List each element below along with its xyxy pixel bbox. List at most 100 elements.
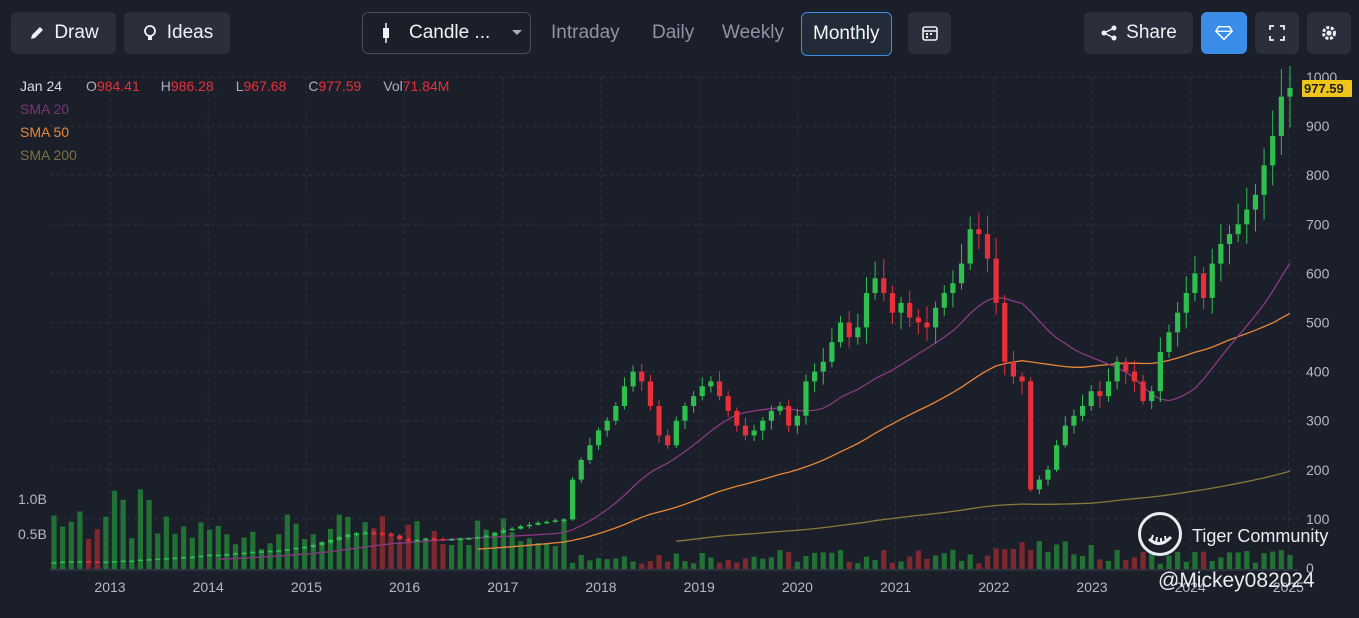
candle-body [457, 538, 463, 541]
volume-bar [414, 521, 420, 569]
volume-bar [1045, 551, 1051, 569]
low-value: 967.68 [243, 78, 287, 94]
candle-body [250, 551, 256, 554]
open-value: 984.41 [96, 78, 140, 94]
candle-body [215, 554, 221, 557]
volume-bar [1019, 542, 1025, 569]
candle-body [1019, 376, 1025, 382]
calendar-button[interactable] [908, 12, 951, 54]
candle-body [319, 542, 325, 545]
candle-body [1192, 273, 1198, 294]
bar-date: Jan 24 [20, 78, 63, 94]
candle-body [241, 552, 247, 555]
candle-body [224, 554, 230, 556]
candle-body [872, 278, 878, 294]
x-tick-label: 2023 [1076, 579, 1107, 595]
volume-bar [1235, 552, 1241, 569]
volume-bar [924, 558, 930, 569]
volume-bar [284, 514, 290, 569]
draw-button[interactable]: Draw [11, 12, 116, 54]
volume-bar [1105, 560, 1112, 569]
volume-bar [803, 556, 809, 569]
candle-body [889, 293, 895, 313]
candle-body [760, 420, 766, 431]
candle-body [587, 445, 593, 460]
volume-bar [146, 500, 152, 569]
fullscreen-button[interactable] [1255, 12, 1299, 54]
volume-bar [1123, 559, 1129, 569]
volume-bar [561, 520, 567, 569]
x-tick-label: 2022 [978, 579, 1009, 595]
candle-body [163, 558, 169, 560]
candle-body [1105, 381, 1112, 397]
settings-button[interactable] [1307, 12, 1351, 54]
y-tick-label: 800 [1306, 167, 1330, 183]
candle-body [595, 430, 602, 446]
candle-body [371, 532, 377, 535]
ohlc-legend: Jan 24 O 984.41 H 986.28 L 967.68 C 977.… [20, 78, 449, 163]
candle-body [1123, 361, 1129, 372]
candle-body [1235, 224, 1241, 235]
volume-bar [137, 489, 144, 569]
volume-bar [77, 511, 83, 569]
candle-body [440, 539, 446, 541]
candle-body [431, 538, 437, 541]
x-tick-label: 2014 [193, 579, 224, 595]
candle-body [1287, 88, 1293, 97]
volume-bar [319, 541, 325, 569]
candle-body [1114, 361, 1120, 382]
candle-body [526, 524, 532, 527]
fullscreen-icon [1268, 24, 1286, 42]
candle-body [552, 520, 558, 522]
volume-bar [449, 544, 455, 569]
share-button[interactable]: Share [1084, 12, 1193, 54]
period-intraday[interactable]: Intraday [551, 22, 620, 43]
candle-body [1149, 391, 1155, 402]
candle-body [103, 561, 109, 564]
x-tick-label: 2013 [94, 579, 125, 595]
volume-bar [181, 526, 187, 569]
period-daily[interactable]: Daily [652, 22, 695, 43]
volume-bar [734, 562, 740, 569]
open-label: O [86, 78, 97, 94]
volume-bar [993, 548, 999, 569]
ideas-button[interactable]: Ideas [124, 12, 230, 54]
volume-bar [457, 538, 463, 569]
chart-type-select[interactable]: Candle ... [362, 12, 531, 54]
candle-body [691, 396, 697, 406]
volume-bar [379, 516, 386, 569]
candle-body [570, 479, 576, 520]
sma200-legend[interactable]: SMA 200 [20, 147, 77, 163]
volume-bar [1209, 561, 1215, 569]
candle-body [327, 540, 334, 543]
candle-body [492, 532, 498, 536]
chart-area[interactable]: 1000 900 800 700 600 500 400 300 200 100 0 1.0B 0.5… [0, 57, 1359, 613]
candle-body [613, 405, 619, 421]
volume-bar [353, 532, 360, 569]
candle-body [1226, 234, 1233, 244]
candle-body [863, 293, 870, 328]
volume-bar [1192, 551, 1198, 569]
close-label: C [308, 78, 319, 94]
volume-bar [1244, 551, 1250, 569]
volume-bar [388, 533, 394, 569]
volume-bar [60, 526, 66, 569]
sma50-legend[interactable]: SMA 50 [20, 124, 70, 140]
x-tick-label: 2020 [782, 579, 813, 595]
candle-body [68, 561, 74, 563]
candle-body [258, 551, 265, 553]
candle-body [414, 540, 420, 542]
volume-bar [708, 557, 714, 569]
candle-body [907, 302, 913, 318]
volume-bar [509, 532, 515, 569]
candle-body [837, 322, 844, 343]
candle-body [206, 554, 213, 557]
volume-bar [984, 555, 991, 569]
high-value: 986.28 [170, 78, 214, 94]
sma20-legend[interactable]: SMA 20 [20, 101, 70, 117]
period-weekly[interactable]: Weekly [722, 22, 784, 43]
period-monthly[interactable]: Monthly [801, 12, 892, 56]
premium-button[interactable] [1201, 12, 1247, 54]
volume-bar [423, 539, 429, 569]
